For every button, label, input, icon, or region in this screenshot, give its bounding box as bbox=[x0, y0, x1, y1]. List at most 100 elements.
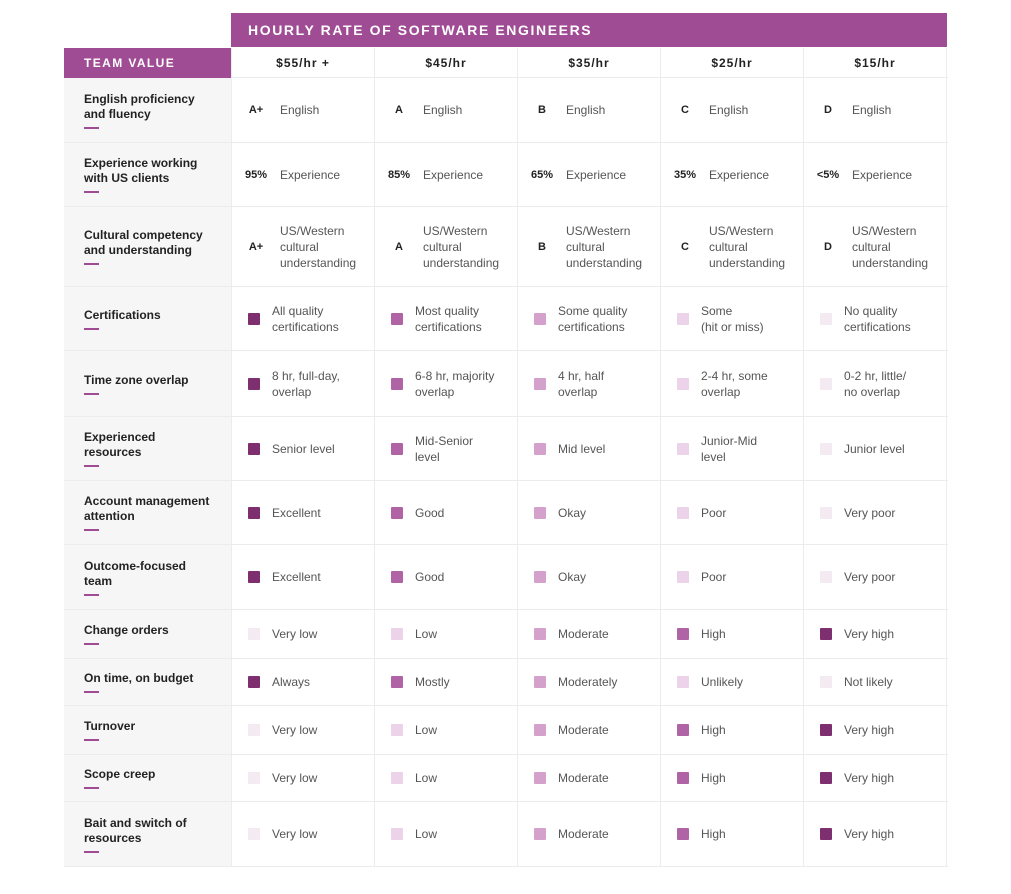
cell-text: Some (hit or miss) bbox=[701, 303, 764, 334]
table-cell: High bbox=[660, 802, 803, 866]
cell-text: US/Western cultural understanding bbox=[566, 223, 643, 270]
level-square-icon bbox=[391, 312, 403, 325]
table-cell: Very high bbox=[803, 706, 947, 754]
table-cell: Low bbox=[374, 802, 517, 866]
label-underline bbox=[84, 787, 99, 789]
cell-text: Excellent bbox=[272, 505, 321, 520]
level-square-icon bbox=[248, 828, 260, 840]
table-cell: Low bbox=[374, 706, 517, 754]
cell-text: Very low bbox=[272, 627, 318, 641]
row-label: Turnover bbox=[64, 706, 231, 754]
row-label: On time, on budget bbox=[64, 659, 231, 705]
table-cell: Very high bbox=[803, 802, 947, 866]
row-label-text: English proficiency and fluency bbox=[84, 91, 195, 121]
cell-text: Low bbox=[415, 771, 438, 785]
grade-mark: A bbox=[395, 104, 403, 116]
cell-text: Very high bbox=[844, 827, 895, 841]
cell-text: High bbox=[701, 771, 726, 785]
table-cell: Very low bbox=[231, 802, 374, 866]
table-row: Outcome-focused team Excellent Good Okay Poo… bbox=[64, 545, 948, 610]
table-row: Change orders Very low Low Moderate High Very… bbox=[64, 610, 948, 659]
cell-text: Moderately bbox=[558, 675, 618, 689]
cell-text: Very high bbox=[844, 627, 895, 641]
level-square-icon bbox=[248, 442, 260, 455]
level-square-icon bbox=[820, 772, 832, 784]
level-square-icon bbox=[820, 506, 832, 519]
table-cell: Mid level bbox=[517, 417, 660, 480]
table-cell: Moderate bbox=[517, 706, 660, 754]
cell-text: Very low bbox=[272, 827, 318, 841]
level-square-icon bbox=[820, 377, 832, 390]
cell-text: 8 hr, full-day, overlap bbox=[272, 368, 340, 399]
row-label-text: Experience working with US clients bbox=[84, 156, 198, 185]
label-underline bbox=[84, 691, 99, 693]
cell-text: 6-8 hr, majority overlap bbox=[415, 368, 495, 399]
row-label-text: Outcome-focused team bbox=[84, 558, 187, 588]
cell-text: Very poor bbox=[844, 570, 896, 584]
cell-text: Junior level bbox=[844, 441, 905, 456]
grade-mark: D bbox=[824, 240, 832, 253]
table-cell: Most quality certifications bbox=[374, 287, 517, 350]
level-square-icon bbox=[391, 506, 403, 519]
table-cell: Mid-Senior level bbox=[374, 417, 517, 480]
level-square-icon bbox=[534, 377, 546, 390]
table-cell: Low bbox=[374, 755, 517, 801]
cell-text: English bbox=[852, 103, 892, 117]
table-cell: High bbox=[660, 610, 803, 658]
cell-text: Experience bbox=[423, 167, 484, 182]
level-square-icon bbox=[534, 772, 546, 784]
grade-mark: A bbox=[395, 240, 403, 253]
table-cell: Very low bbox=[231, 706, 374, 754]
row-label-text: Experienced resources bbox=[84, 430, 156, 459]
cell-text: Very low bbox=[272, 723, 318, 737]
level-square-icon bbox=[677, 628, 689, 640]
table-cell: 35% Experience bbox=[660, 143, 803, 206]
level-square-icon bbox=[677, 571, 689, 583]
level-square-icon bbox=[534, 676, 546, 688]
table-cell: A+ US/Western cultural understanding bbox=[231, 207, 374, 286]
table-cell: High bbox=[660, 706, 803, 754]
row-label-text: Scope creep bbox=[84, 767, 156, 781]
row-label-text: Change orders bbox=[84, 623, 169, 637]
row-label: Experience working with US clients bbox=[64, 143, 231, 206]
label-underline bbox=[84, 191, 99, 193]
level-square-icon bbox=[391, 828, 403, 840]
level-square-icon bbox=[677, 506, 689, 519]
rate-header-row: $55/hr + $45/hr $35/hr $25/hr $15/hr bbox=[64, 48, 948, 78]
table-cell: D US/Western cultural understanding bbox=[803, 207, 947, 286]
level-square-icon bbox=[677, 828, 689, 840]
label-underline bbox=[84, 392, 99, 395]
cell-text: No quality certifications bbox=[844, 303, 911, 334]
cell-text: Always bbox=[272, 675, 311, 689]
cell-text: Experience bbox=[566, 167, 627, 182]
level-square-icon bbox=[677, 312, 689, 325]
level-square-icon bbox=[534, 828, 546, 840]
level-square-icon bbox=[391, 628, 403, 640]
cell-text: Very poor bbox=[844, 505, 896, 520]
table-cell: 2-4 hr, some overlap bbox=[660, 351, 803, 416]
table-cell: B US/Western cultural understanding bbox=[517, 207, 660, 286]
grade-mark: D bbox=[824, 104, 832, 116]
table-cell: Moderate bbox=[517, 610, 660, 658]
table-cell: 6-8 hr, majority overlap bbox=[374, 351, 517, 416]
table-title: HOURLY RATE OF SOFTWARE ENGINEERS bbox=[231, 13, 947, 47]
cell-text: All quality certifications bbox=[272, 303, 339, 334]
cell-text: Excellent bbox=[272, 570, 321, 584]
level-square-icon bbox=[534, 506, 546, 519]
grade-mark: C bbox=[681, 104, 689, 116]
cell-text: Experience bbox=[280, 167, 341, 182]
table-cell: Moderate bbox=[517, 802, 660, 866]
cell-text: 4 hr, half overlap bbox=[558, 368, 605, 399]
level-square-icon bbox=[820, 676, 832, 688]
table-cell: B English bbox=[517, 78, 660, 142]
level-square-icon bbox=[391, 377, 403, 390]
grade-mark: 65% bbox=[530, 168, 554, 181]
level-square-icon bbox=[391, 724, 403, 736]
cell-text: Low bbox=[415, 827, 438, 841]
table-row: Cultural competency and understanding A+ U… bbox=[64, 207, 948, 287]
cell-text: High bbox=[701, 723, 726, 737]
row-label: Time zone overlap bbox=[64, 351, 231, 416]
table-cell: Unlikely bbox=[660, 659, 803, 705]
table-cell: 95% Experience bbox=[231, 143, 374, 206]
table-cell: A English bbox=[374, 78, 517, 142]
